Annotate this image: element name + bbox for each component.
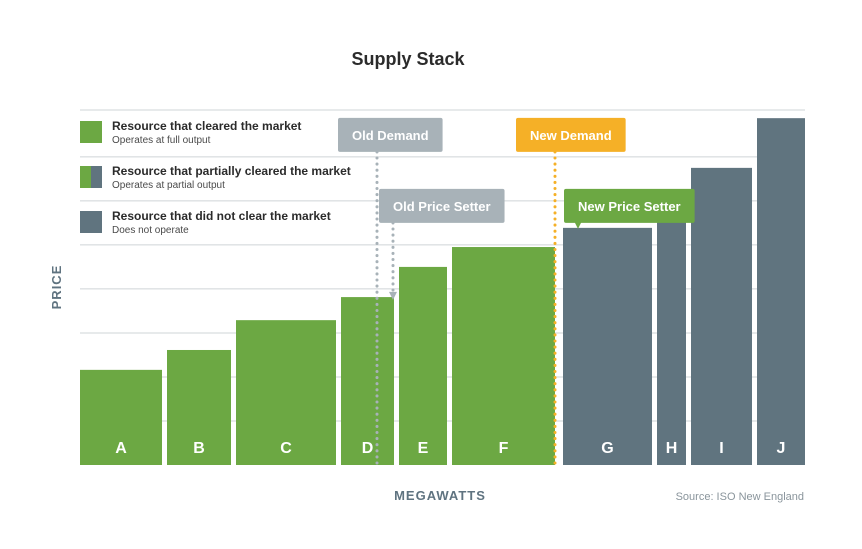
bar-label-e: E [418,440,429,457]
y-axis-label: PRICE [49,265,64,310]
legend-swatch-partial-uncleared [91,166,102,188]
legend-subtitle: Operates at full output [112,135,211,146]
bar-c [236,320,336,465]
old-price-setter-box [379,188,505,223]
bar-label-j: J [777,440,786,457]
bars: A B C D E F G H I J [80,118,805,466]
legend: Resource that cleared the market Operates… [80,119,351,236]
new-demand-label: New Demand [530,128,612,143]
bar-label-d: D [362,440,374,457]
old-demand-box [338,117,443,152]
bar-label-c: C [280,440,292,457]
old-demand-marker: Old Demand [338,117,443,467]
old-demand-label: Old Demand [352,128,429,143]
bar-label-g: G [601,440,613,457]
legend-title: Resource that cleared the market [112,119,301,133]
legend-item-cleared: Resource that cleared the market Operates… [80,119,301,146]
bar-h [657,207,686,466]
old-price-setter-marker: Old Price Setter [379,188,505,300]
new-price-setter-marker: New Price Setter [564,188,695,229]
bar-f [452,247,555,465]
legend-title: Resource that did not clear the market [112,209,331,223]
bar-label-h: H [666,440,678,457]
source-note: Source: ISO New England [676,491,804,503]
legend-title: Resource that partially cleared the mark… [112,164,351,178]
bar-a [80,369,162,465]
chart-title: Supply Stack [351,49,465,69]
new-demand-box [516,117,626,152]
bar-g [563,227,652,465]
x-axis-label: MEGAWATTS [394,488,486,503]
legend-swatch-partial-cleared [80,166,91,188]
bar-label-a: A [115,440,127,457]
new-price-setter-box [564,188,695,223]
new-price-setter-arrowhead-icon [574,220,582,229]
bar-i [691,167,752,466]
new-price-setter-label: New Price Setter [578,199,681,214]
legend-item-not-cleared: Resource that did not clear the market Do… [80,209,331,236]
bar-label-i: I [719,440,723,457]
bar-d [341,297,394,465]
legend-subtitle: Operates at partial output [112,180,225,191]
bar-label-f: F [499,440,509,457]
bar-e [399,266,447,465]
old-price-setter-arrowhead-icon [389,291,397,300]
bar-j [757,118,805,465]
legend-swatch-not-cleared [80,211,102,233]
bar-b [167,349,231,465]
legend-item-partial: Resource that partially cleared the mark… [80,164,351,191]
legend-subtitle: Does not operate [112,225,189,236]
new-demand-marker: New Demand [516,117,626,467]
bar-label-b: B [193,440,205,457]
legend-swatch-cleared [80,121,102,143]
markers: Old Demand Old Price Setter New Demand New … [338,117,695,467]
old-price-setter-label: Old Price Setter [393,199,491,214]
